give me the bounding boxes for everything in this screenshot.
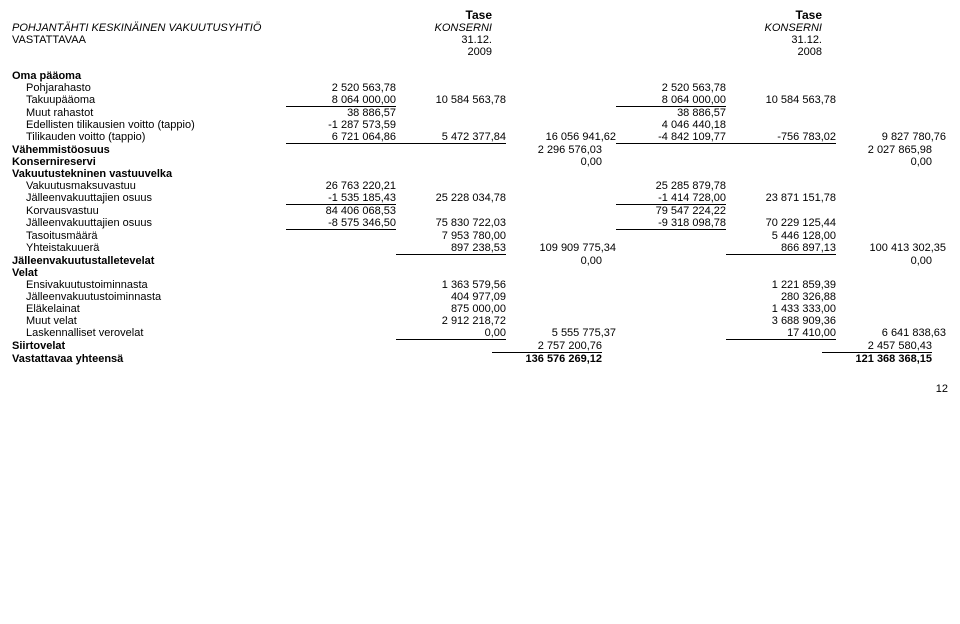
cell: 25 228 034,78	[396, 192, 506, 205]
row-tasoitusmaara: Tasoitusmäärä	[12, 230, 286, 242]
row-muutvelat: Muut velat	[12, 315, 286, 327]
cell: 5 446 128,00	[726, 230, 836, 242]
cell: 75 830 722,03	[396, 217, 506, 230]
cell: 0,00	[822, 156, 932, 168]
konserni-2: KONSERNI	[712, 22, 822, 34]
cell: 875 000,00	[396, 303, 506, 315]
cell: 1 433 333,00	[726, 303, 836, 315]
cell: 9 827 780,76	[836, 131, 946, 144]
cell: 10 584 563,78	[726, 94, 836, 107]
cell: 23 871 151,78	[726, 192, 836, 205]
row-muut-rahastot: Muut rahastot	[12, 107, 286, 119]
row-yhteistakuu: Yhteistakuuerä	[12, 242, 286, 255]
cell: 3 688 909,36	[726, 315, 836, 327]
row-elakelainat: Eläkelainat	[12, 303, 286, 315]
row-jvk1: Jälleenvakuuttajien osuus	[12, 192, 286, 205]
row-tilikauden: Tilikauden voitto (tappio)	[12, 131, 286, 144]
cell: -1 414 728,00	[616, 192, 726, 205]
group-velat: Velat	[12, 267, 272, 279]
cell: 8 064 000,00	[286, 94, 396, 107]
cell: -756 783,02	[726, 131, 836, 144]
row-pohjarahasto: Pohjarahasto	[12, 82, 286, 94]
cell: 16 056 941,62	[506, 131, 616, 144]
cell: 0,00	[492, 255, 602, 267]
cell: 2 296 576,03	[492, 144, 602, 156]
cell: 121 368 368,15	[822, 353, 932, 365]
cell: 25 285 879,78	[616, 180, 726, 192]
cell: 2 520 563,78	[616, 82, 726, 94]
cell: 1 363 579,56	[396, 279, 506, 291]
cell: 84 406 068,53	[286, 205, 396, 217]
cell: -1 535 185,43	[286, 192, 396, 205]
cell: 8 064 000,00	[616, 94, 726, 107]
cell: 79 547 224,22	[616, 205, 726, 217]
cell: 404 977,09	[396, 291, 506, 303]
page-number: 12	[12, 365, 948, 395]
section-title: VASTATTAVAA	[12, 34, 272, 46]
cell: -8 575 346,50	[286, 217, 396, 230]
cell: 280 326,88	[726, 291, 836, 303]
cell: 38 886,57	[616, 107, 726, 119]
cell: 70 229 125,44	[726, 217, 836, 230]
row-vmaksuvastuu: Vakuutusmaksuvastuu	[12, 180, 286, 192]
cell: 897 238,53	[396, 242, 506, 255]
group-oma-paaoma: Oma pääoma	[12, 70, 272, 82]
cell: 5 555 775,37	[506, 327, 616, 340]
row-yhteensa: Vastattavaa yhteensä	[12, 353, 272, 365]
row-jvk2: Jälleenvakuuttajien osuus	[12, 217, 286, 230]
row-korvausvastuu: Korvausvastuu	[12, 205, 286, 217]
cell: 0,00	[396, 327, 506, 340]
cell: 26 763 220,21	[286, 180, 396, 192]
cell: 109 909 775,34	[506, 242, 616, 255]
cell: 5 472 377,84	[396, 131, 506, 144]
group-vakuutustekninen: Vakuutustekninen vastuuvelka	[12, 168, 272, 180]
header-tase-1: Tase	[382, 8, 492, 22]
cell: -9 318 098,78	[616, 217, 726, 230]
cell: 6 721 064,86	[286, 131, 396, 144]
cell: -4 842 109,77	[616, 131, 726, 144]
company-name: POHJANTÄHTI KESKINÄINEN VAKUUTUSYHTIÖ	[12, 22, 272, 34]
date-2: 31.12.	[712, 34, 822, 46]
cell: 136 576 269,12	[492, 353, 602, 365]
cell: 10 584 563,78	[396, 94, 506, 107]
row-ensivak: Ensivakuutustoiminnasta	[12, 279, 286, 291]
header-tase-2: Tase	[712, 8, 822, 22]
cell: 2 027 865,98	[822, 144, 932, 156]
cell: 6 641 838,63	[836, 327, 946, 340]
cell: 7 953 780,00	[396, 230, 506, 242]
row-siirtovelat: Siirtovelat	[12, 340, 272, 353]
cell: -1 287 573,59	[286, 119, 396, 131]
cell: 1 221 859,39	[726, 279, 836, 291]
row-takuupaaoma: Takuupääoma	[12, 94, 286, 107]
date-1: 31.12.	[382, 34, 492, 46]
cell: 4 046 440,18	[616, 119, 726, 131]
cell: 2 912 218,72	[396, 315, 506, 327]
cell: 100 413 302,35	[836, 242, 946, 255]
cell: 866 897,13	[726, 242, 836, 255]
row-jalleenvak: Jälleenvakuutustoiminnasta	[12, 291, 286, 303]
cell: 17 410,00	[726, 327, 836, 340]
konserni-1: KONSERNI	[382, 22, 492, 34]
row-vahemmisto: Vähemmistöosuus	[12, 144, 272, 156]
row-talletevelat: Jälleenvakuutustalletevelat	[12, 255, 272, 267]
cell: 0,00	[822, 255, 932, 267]
row-laskennalliset: Laskennalliset verovelat	[12, 327, 286, 340]
row-edellisten: Edellisten tilikausien voitto (tappio)	[12, 119, 286, 131]
cell: 2 757 200,76	[492, 340, 602, 353]
cell: 2 457 580,43	[822, 340, 932, 353]
cell: 38 886,57	[286, 107, 396, 119]
year-1: 2009	[382, 46, 492, 58]
cell: 2 520 563,78	[286, 82, 396, 94]
row-konsernireservi: Konsernireservi	[12, 156, 272, 168]
cell: 0,00	[492, 156, 602, 168]
year-2: 2008	[712, 46, 822, 58]
